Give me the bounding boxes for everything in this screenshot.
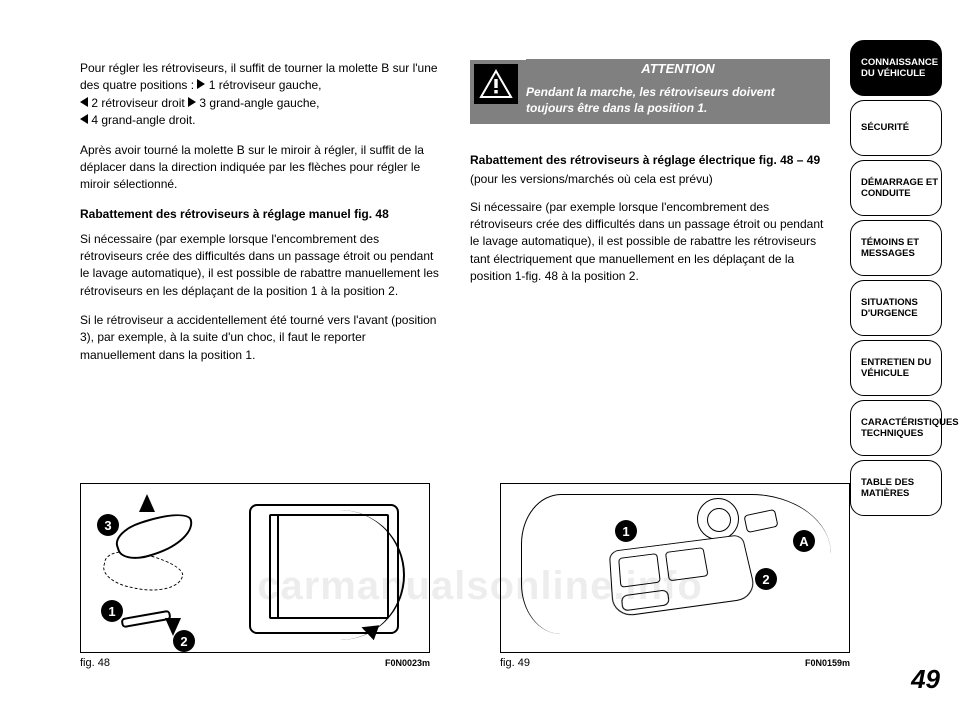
figure-48-caption: fig. 48 F0N0023m [80, 657, 430, 669]
tab-temoins[interactable]: TÉMOINS ET MESSAGES [850, 220, 942, 276]
tab-connaissance[interactable]: CONNAISSANCE DU VÉHICULE [850, 40, 942, 96]
switch-button [618, 553, 661, 588]
triangle-right-icon [188, 97, 196, 107]
tab-caracteristiques[interactable]: CARACTÉRISTIQUES TECHNIQUES [850, 400, 942, 456]
switch-button [665, 547, 709, 581]
tab-label: DÉMARRAGE ET CONDUITE [861, 177, 941, 200]
figure-48-label: fig. 48 [80, 657, 110, 669]
subtext-versions: (pour les versions/marchés où cela est p… [470, 171, 830, 188]
attention-box: ATTENTION Pendant la marche, les rétrovi… [470, 60, 830, 124]
text: 3 grand-angle gauche, [199, 96, 319, 110]
warning-triangle-icon [474, 64, 518, 104]
text: 4 grand-angle droit. [91, 113, 195, 127]
para-electric-fold: Si nécessaire (par exemple lorsque l'enc… [470, 199, 830, 286]
tab-label: ENTRETIEN DU VÉHICULE [861, 357, 941, 380]
figure-49-code: F0N0159m [805, 658, 850, 668]
heading-electric-fold: Rabattement des rétroviseurs à réglage é… [470, 152, 830, 169]
tab-securite[interactable]: SÉCURITÉ [850, 100, 942, 156]
tab-label: SITUATIONS D'URGENCE [861, 297, 941, 320]
page-number: 49 [911, 664, 940, 695]
para-adjust-intro: Pour régler les rétroviseurs, il suffit … [80, 60, 440, 130]
content-area: Pour régler les rétroviseurs, il suffit … [80, 60, 830, 376]
figure-48-box: 1 2 3 [80, 483, 430, 653]
arrow-up-icon [139, 494, 155, 512]
callout-3: 3 [97, 514, 119, 536]
callout-2: 2 [173, 630, 195, 652]
text: 1 rétroviseur gauche, [209, 78, 322, 92]
tab-urgence[interactable]: SITUATIONS D'URGENCE [850, 280, 942, 336]
para-accidental: Si le rétroviseur a accidentellement été… [80, 312, 440, 364]
attention-bar: ATTENTION Pendant la marche, les rétrovi… [470, 60, 830, 124]
figure-49-caption: fig. 49 F0N0159m [500, 657, 850, 669]
tab-table-matieres[interactable]: TABLE DES MATIÈRES [850, 460, 942, 516]
mirror-arm-base [121, 610, 172, 629]
tab-demarrage[interactable]: DÉMARRAGE ET CONDUITE [850, 160, 942, 216]
triangle-left-icon [80, 114, 88, 124]
callout-1: 1 [615, 520, 637, 542]
text: 2 rétroviseur droit [91, 96, 184, 110]
callout-a: A [793, 530, 815, 552]
callout-1: 1 [101, 600, 123, 622]
triangle-left-icon [80, 97, 88, 107]
left-column: Pour régler les rétroviseurs, il suffit … [80, 60, 440, 376]
figure-49-box: 1 2 A [500, 483, 850, 653]
door-panel-drawing [501, 484, 849, 652]
tab-label: CONNAISSANCE DU VÉHICULE [861, 57, 941, 80]
para-after-turn: Après avoir tourné la molette B sur le m… [80, 142, 440, 194]
joystick-inner [707, 508, 731, 532]
callout-2: 2 [755, 568, 777, 590]
tab-entretien[interactable]: ENTRETIEN DU VÉHICULE [850, 340, 942, 396]
para-manual-fold: Si nécessaire (par exemple lorsque l'enc… [80, 231, 440, 301]
mirror-split-line [277, 514, 279, 619]
figure-48: 1 2 3 fig. 48 F0N0023m [80, 483, 430, 669]
tab-label: TABLE DES MATIÈRES [861, 477, 941, 500]
figures-row: 1 2 3 fig. 48 F0N0023m [80, 483, 850, 669]
figure-48-code: F0N0023m [385, 658, 430, 668]
tab-label: SÉCURITÉ [861, 122, 909, 133]
heading-manual-fold: Rabattement des rétroviseurs à réglage m… [80, 206, 440, 223]
switch-button [621, 589, 670, 611]
tab-label: TÉMOINS ET MESSAGES [861, 237, 941, 260]
manual-page: Pour régler les rétroviseurs, il suffit … [0, 0, 960, 709]
attention-title: ATTENTION [526, 59, 830, 79]
tab-label: CARACTÉRISTIQUES TECHNIQUES [861, 417, 959, 440]
right-column: ATTENTION Pendant la marche, les rétrovi… [470, 60, 830, 298]
triangle-right-icon [197, 79, 205, 89]
figure-49-label: fig. 49 [500, 657, 530, 669]
mirror-joystick [697, 498, 739, 540]
figure-49: 1 2 A fig. 49 F0N0159m [500, 483, 850, 669]
section-tabs: CONNAISSANCE DU VÉHICULE SÉCURITÉ DÉMARR… [850, 40, 942, 520]
